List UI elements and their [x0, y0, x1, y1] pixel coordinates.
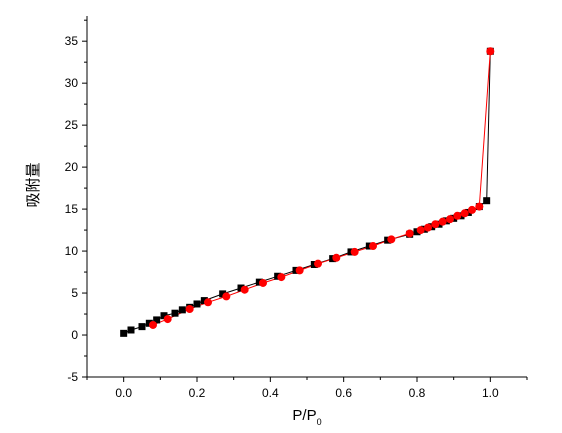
- series-1-point: [200, 297, 208, 305]
- series-2-point: [185, 304, 194, 313]
- y-tick-label: 10: [65, 244, 79, 258]
- series-2-point: [431, 220, 440, 229]
- series-2-point: [453, 211, 462, 220]
- x-axis-title: P/P0: [292, 407, 321, 427]
- series-1-point: [237, 284, 245, 292]
- series-2-point: [387, 235, 396, 244]
- series-2-point: [295, 266, 304, 275]
- x-tick-label: 0.4: [262, 386, 279, 400]
- series-2-point: [486, 47, 495, 56]
- series-2-point: [438, 217, 447, 226]
- label-layer: P/P0 吸附量: [24, 162, 322, 427]
- series-1-point: [138, 323, 146, 331]
- series-2-line: [152, 51, 491, 326]
- series-2-point: [460, 209, 469, 218]
- series-1-point: [413, 228, 421, 236]
- series-2-point: [259, 278, 267, 287]
- y-tick-label: 35: [65, 34, 79, 48]
- y-tick-label: 30: [65, 76, 79, 90]
- series-2-point: [405, 229, 414, 238]
- series-2-point: [350, 247, 359, 256]
- x-tick-label: 0.0: [115, 386, 132, 400]
- series-1-point: [127, 326, 135, 334]
- series-2-point: [222, 292, 231, 301]
- series-1-point: [153, 316, 161, 324]
- axes-layer: 0.0 0.2 0.4 0.6 0.8 1.0 -5 0 5 10 15 20 25 30 35: [65, 16, 528, 400]
- series-2-point: [204, 298, 212, 307]
- x-axis-title-main: P/P: [292, 407, 316, 424]
- x-tick-label: 0.2: [189, 386, 206, 400]
- series-2-point: [332, 253, 341, 262]
- series-2-point: [277, 273, 286, 282]
- series-2-point: [369, 242, 377, 251]
- series-1-point: [145, 319, 153, 327]
- series-2-point: [240, 285, 249, 294]
- y-axis-title: 吸附量: [24, 162, 42, 207]
- y-tick-label: -5: [67, 370, 78, 384]
- x-axis-title-subscript: 0: [317, 417, 322, 427]
- series-2-point: [149, 320, 157, 329]
- series-2-point: [446, 215, 454, 224]
- x-tick-label: 1.0: [482, 386, 499, 400]
- x-tick-label: 0.6: [335, 386, 352, 400]
- series-1-point: [483, 197, 491, 205]
- series-layer: [120, 47, 495, 337]
- y-tick-label: 5: [71, 286, 78, 300]
- series-2-point: [163, 315, 172, 324]
- y-tick-label: 20: [65, 160, 79, 174]
- series-1-point: [171, 309, 179, 317]
- series-1-line: [123, 51, 491, 334]
- series-1-point: [219, 290, 227, 298]
- series-2-point: [416, 226, 425, 235]
- series-1-point: [120, 329, 128, 337]
- series-1-point: [160, 312, 168, 320]
- y-tick-label: 25: [65, 118, 79, 132]
- y-tick-label: 15: [65, 202, 79, 216]
- y-tick-label: 0: [71, 328, 78, 342]
- series-1-point: [193, 300, 201, 308]
- series-2-point: [468, 205, 476, 214]
- series-2-point: [314, 259, 322, 268]
- x-tick-label: 0.8: [409, 386, 426, 400]
- series-1-point: [178, 306, 186, 314]
- series-2-point: [475, 202, 484, 211]
- series-2-point: [424, 223, 432, 232]
